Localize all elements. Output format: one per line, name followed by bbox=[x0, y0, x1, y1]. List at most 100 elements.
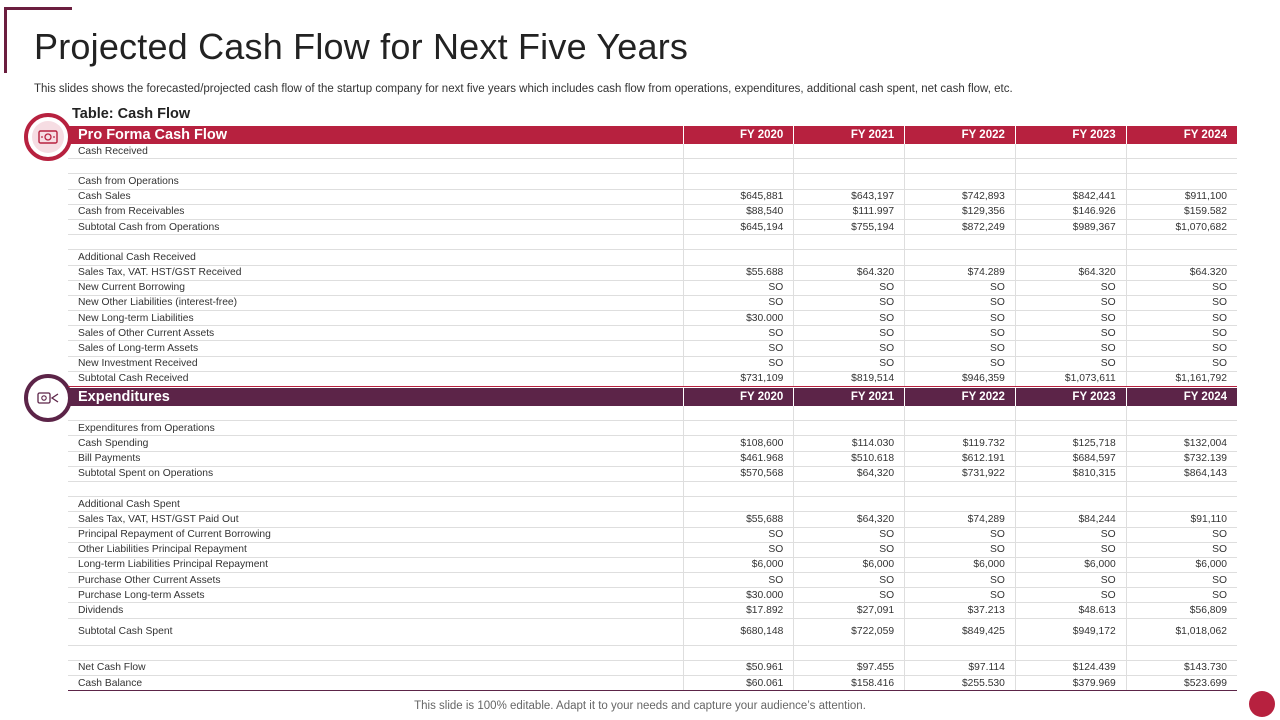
cell-value: $842,441 bbox=[1014, 189, 1127, 205]
cell-value bbox=[793, 144, 905, 160]
cell-value: $143.730 bbox=[1125, 660, 1237, 677]
cell-value bbox=[1125, 406, 1237, 422]
cell-value bbox=[682, 481, 794, 498]
cell-value: $732.139 bbox=[1125, 451, 1237, 467]
row-label: Sales of Other Current Assets bbox=[68, 325, 683, 342]
cell-value: SO bbox=[1014, 542, 1127, 558]
cell-value: SO bbox=[682, 356, 794, 372]
table-row bbox=[68, 481, 1237, 498]
money-bill-icon bbox=[32, 121, 64, 153]
cell-value bbox=[793, 406, 905, 422]
cell-value: $119.732 bbox=[904, 435, 1016, 452]
cell-value bbox=[682, 406, 794, 422]
cell-value: SO bbox=[793, 356, 905, 372]
cell-value: $645,881 bbox=[682, 189, 794, 205]
cell-value bbox=[1014, 645, 1127, 661]
cell-value bbox=[793, 496, 905, 513]
cell-value: $88,540 bbox=[682, 204, 794, 220]
cell-value bbox=[904, 481, 1016, 498]
cell-value bbox=[1014, 234, 1127, 251]
cell-value: $6,000 bbox=[1014, 557, 1127, 574]
cell-value bbox=[1014, 144, 1127, 160]
cell-value: SO bbox=[904, 340, 1016, 357]
row-label: Sales Tax, VAT, HST/GST Paid Out bbox=[68, 511, 683, 528]
cell-value bbox=[904, 234, 1016, 251]
row-label: New Long-term Liabilities bbox=[68, 310, 683, 327]
cell-value: SO bbox=[904, 295, 1016, 312]
table-row: New Current Borrowing SO SO SO SO SO bbox=[68, 280, 1237, 296]
cell-value: $55,688 bbox=[682, 511, 794, 528]
cell-value: $146.926 bbox=[1014, 204, 1127, 220]
table-row: Net Cash Flow $50.961 $97.455 $97.114 $124.4… bbox=[68, 660, 1237, 677]
cell-value bbox=[904, 645, 1016, 661]
cell-value: SO bbox=[682, 340, 794, 357]
page-title: Projected Cash Flow for Next Five Years bbox=[34, 26, 689, 67]
cell-value bbox=[1125, 144, 1237, 160]
row-label: Cash Received bbox=[68, 144, 683, 160]
cell-value: $570,568 bbox=[682, 466, 794, 482]
table-row: Sales Tax, VAT. HST/GST Received $55.688 $… bbox=[68, 265, 1237, 281]
row-label: Cash Sales bbox=[68, 189, 683, 205]
table-row: Expenditures from Operations bbox=[68, 420, 1237, 437]
cell-value: SO bbox=[904, 325, 1016, 342]
cell-value: SO bbox=[1014, 325, 1127, 342]
cell-value bbox=[1014, 481, 1127, 498]
table-row: Purchase Long-term Assets $30.000 SO SO SO SO bbox=[68, 587, 1237, 604]
row-label: Additional Cash Spent bbox=[68, 496, 683, 513]
row-label: Subtotal Cash Received bbox=[68, 371, 683, 388]
table-row: Long-term Liabilities Principal Repaymen… bbox=[68, 557, 1237, 574]
corner-accent-horizontal bbox=[4, 7, 72, 10]
cell-value: SO bbox=[793, 340, 905, 357]
cell-value: $949,172 bbox=[1014, 618, 1127, 646]
cell-value: $97.455 bbox=[793, 660, 905, 677]
cell-value bbox=[1125, 496, 1237, 513]
cell-value: $911,100 bbox=[1125, 189, 1237, 205]
cell-value: SO bbox=[793, 572, 905, 589]
cell-value: $159.582 bbox=[1125, 204, 1237, 220]
cell-value: SO bbox=[1014, 356, 1127, 372]
cell-value: $1,070,682 bbox=[1125, 219, 1237, 236]
cell-value: $50.961 bbox=[682, 660, 794, 677]
year-header: FY 2021 bbox=[793, 388, 905, 406]
cell-value: $56,809 bbox=[1125, 602, 1237, 619]
year-header: FY 2022 bbox=[904, 126, 1016, 144]
footer-note: This slide is 100% editable. Adapt it to… bbox=[414, 700, 866, 712]
cell-value: SO bbox=[793, 280, 905, 296]
cell-value: SO bbox=[793, 587, 905, 604]
table-row: Bill Payments $461.968 $510.618 $612.191 $68… bbox=[68, 451, 1237, 467]
row-label: Bill Payments bbox=[68, 451, 683, 467]
cell-value: $27,091 bbox=[793, 602, 905, 619]
year-header: FY 2021 bbox=[793, 126, 905, 144]
year-header: FY 2024 bbox=[1125, 388, 1237, 406]
section-header: Pro Forma Cash Flow bbox=[68, 126, 683, 144]
cell-value: $864,143 bbox=[1125, 466, 1237, 482]
cell-value: SO bbox=[904, 356, 1016, 372]
cell-value: SO bbox=[793, 542, 905, 558]
cell-value: $30.000 bbox=[682, 587, 794, 604]
wallet-arrow-icon bbox=[32, 382, 64, 414]
cell-value: $37.213 bbox=[904, 602, 1016, 619]
cell-value bbox=[1125, 173, 1237, 190]
cell-value: $6,000 bbox=[793, 557, 905, 574]
cell-value: SO bbox=[904, 587, 1016, 604]
cell-value: SO bbox=[793, 295, 905, 312]
cell-value: $755,194 bbox=[793, 219, 905, 236]
cell-value: SO bbox=[682, 572, 794, 589]
cell-value: $379.969 bbox=[1014, 675, 1127, 692]
cell-value: SO bbox=[1014, 280, 1127, 296]
table-row: Cash from Receivables $88,540 $111.997 $129… bbox=[68, 204, 1237, 220]
table-row: Other Liabilities Principal Repayment SO S… bbox=[68, 542, 1237, 558]
cell-value: $612.191 bbox=[904, 451, 1016, 467]
table-row: Sales of Other Current Assets SO SO SO SO SO bbox=[68, 325, 1237, 342]
table-row: Subtotal Cash Spent $680,148 $722,059 $849,… bbox=[68, 618, 1237, 646]
section-header: Expenditures bbox=[68, 388, 683, 406]
cell-value bbox=[904, 420, 1016, 437]
cell-value bbox=[682, 496, 794, 513]
row-label: Purchase Other Current Assets bbox=[68, 572, 683, 589]
row-label: Net Cash Flow bbox=[68, 660, 683, 677]
table-header-row: Expenditures FY 2020 FY 2021 FY 2022 FY … bbox=[68, 388, 1237, 406]
cell-value bbox=[682, 645, 794, 661]
cell-value: $64,320 bbox=[793, 511, 905, 528]
cell-value bbox=[793, 645, 905, 661]
table-row: Principal Repayment of Current Borrowing… bbox=[68, 527, 1237, 543]
